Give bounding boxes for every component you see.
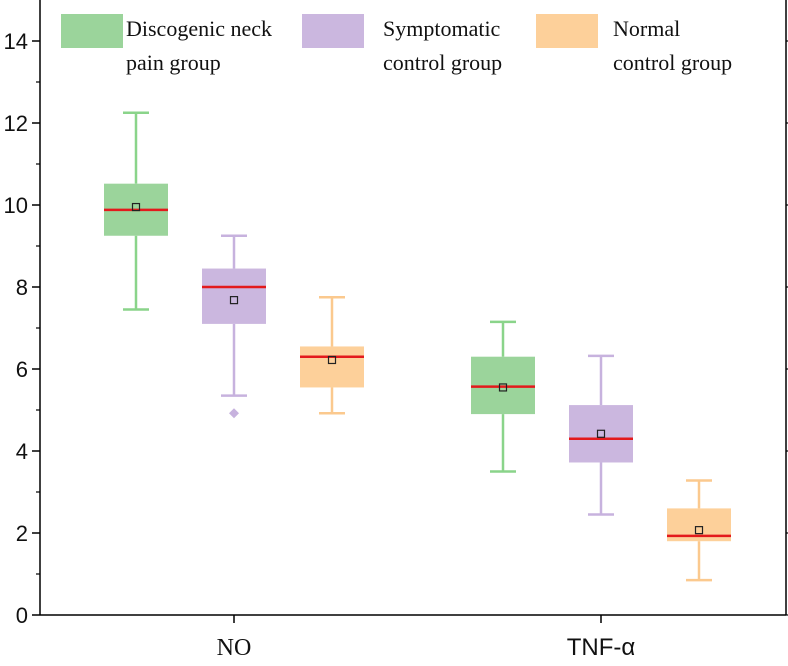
mean-marker [596,429,606,438]
legend-label: Discogenic neck [126,16,272,41]
legend-label: control group [613,50,732,75]
legend-label: Symptomatic [383,16,501,41]
outlier-marker [229,408,239,419]
y-tick-label: 0 [16,603,28,628]
box-group [569,354,633,516]
y-tick-label: 8 [16,275,28,300]
axes: 0 2 4 6 8 10 12 14 NO TNF-α [4,0,788,661]
mean-marker [694,526,704,535]
box-group [202,234,266,419]
x-tick-label: NO [217,635,252,661]
mean-marker [229,296,239,305]
plot-area [104,111,731,582]
box-group [471,320,535,473]
legend: Discogenic neck pain group Symptomatic cont… [61,14,732,75]
y-tick-label: 6 [16,357,28,382]
legend-swatch [536,14,598,48]
x-tick-label: TNF-α [567,634,636,661]
legend-label: control group [383,50,502,75]
mean-marker [498,383,508,392]
legend-label: Normal [613,16,680,41]
box-group [300,296,364,415]
box-iqr [300,346,364,388]
y-tick-label: 2 [16,521,28,546]
legend-swatch [61,14,123,48]
box-iqr [569,405,633,463]
mean-marker [131,202,141,212]
box-group [667,479,731,582]
legend-label: pain group [126,50,221,75]
y-tick-label: 14 [4,29,28,54]
y-tick-label: 10 [4,193,28,218]
mean-marker [327,355,337,365]
y-tick-label: 4 [16,439,28,464]
y-tick-label: 12 [4,111,28,136]
box-group [104,111,168,311]
legend-swatch [302,14,364,48]
